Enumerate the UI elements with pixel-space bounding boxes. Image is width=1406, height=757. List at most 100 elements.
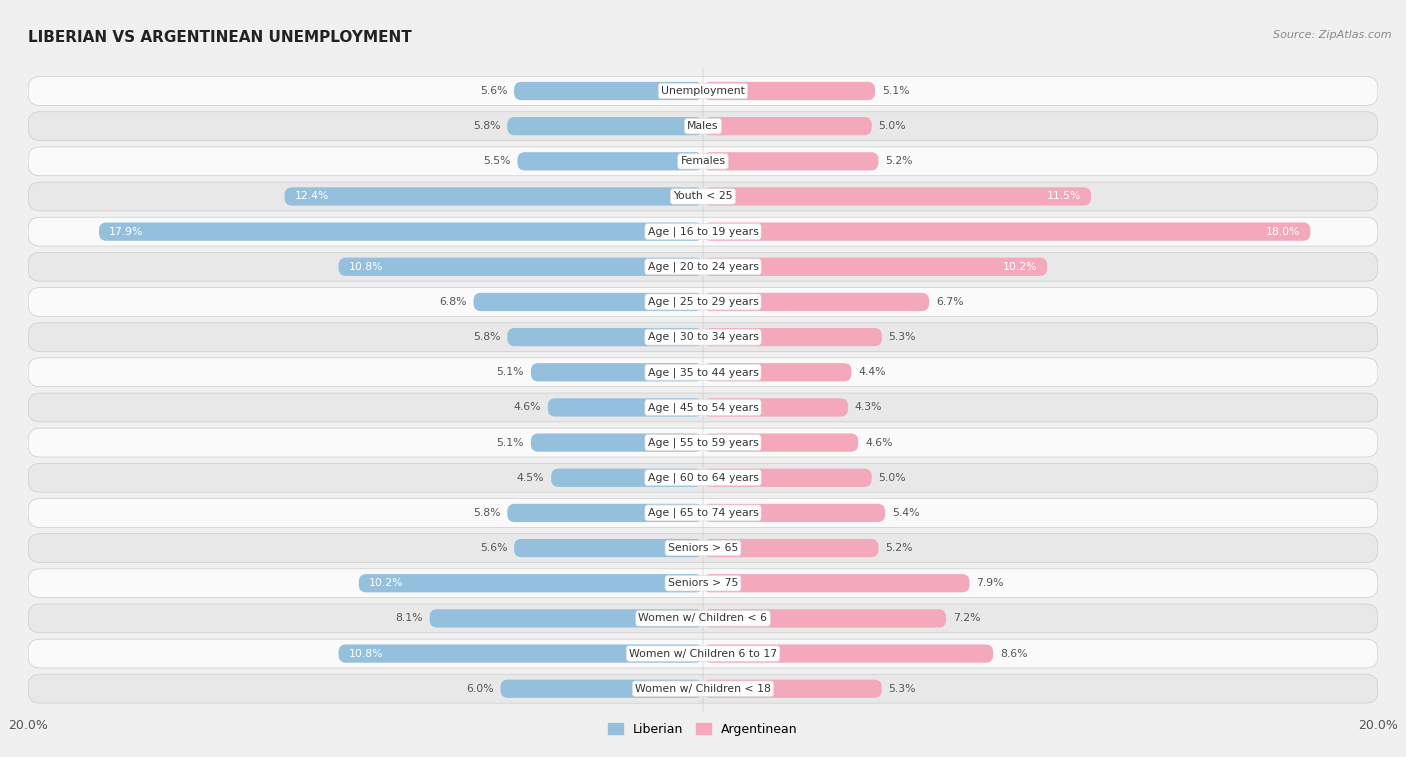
FancyBboxPatch shape: [703, 257, 1047, 276]
Text: 10.8%: 10.8%: [349, 649, 384, 659]
Text: Age | 55 to 59 years: Age | 55 to 59 years: [648, 438, 758, 448]
FancyBboxPatch shape: [28, 358, 1378, 387]
FancyBboxPatch shape: [28, 182, 1378, 211]
FancyBboxPatch shape: [703, 223, 1310, 241]
FancyBboxPatch shape: [703, 152, 879, 170]
FancyBboxPatch shape: [703, 82, 875, 100]
Text: 5.8%: 5.8%: [472, 508, 501, 518]
Text: 5.1%: 5.1%: [882, 86, 910, 96]
Text: LIBERIAN VS ARGENTINEAN UNEMPLOYMENT: LIBERIAN VS ARGENTINEAN UNEMPLOYMENT: [28, 30, 412, 45]
FancyBboxPatch shape: [703, 469, 872, 487]
Text: 6.0%: 6.0%: [467, 684, 494, 693]
FancyBboxPatch shape: [703, 503, 886, 522]
Text: 8.6%: 8.6%: [1000, 649, 1028, 659]
Text: 5.4%: 5.4%: [891, 508, 920, 518]
Text: 4.4%: 4.4%: [858, 367, 886, 377]
FancyBboxPatch shape: [703, 644, 993, 662]
FancyBboxPatch shape: [28, 393, 1378, 422]
Text: 4.3%: 4.3%: [855, 403, 883, 413]
FancyBboxPatch shape: [548, 398, 703, 416]
FancyBboxPatch shape: [28, 604, 1378, 633]
FancyBboxPatch shape: [339, 644, 703, 662]
Text: 4.6%: 4.6%: [865, 438, 893, 447]
Text: Women w/ Children < 6: Women w/ Children < 6: [638, 613, 768, 624]
FancyBboxPatch shape: [501, 680, 703, 698]
FancyBboxPatch shape: [28, 534, 1378, 562]
Text: Females: Females: [681, 156, 725, 167]
Text: 5.1%: 5.1%: [496, 367, 524, 377]
Text: Age | 16 to 19 years: Age | 16 to 19 years: [648, 226, 758, 237]
FancyBboxPatch shape: [28, 463, 1378, 492]
Text: 6.7%: 6.7%: [936, 297, 963, 307]
Legend: Liberian, Argentinean: Liberian, Argentinean: [603, 718, 803, 740]
Text: Males: Males: [688, 121, 718, 131]
Text: Women w/ Children < 18: Women w/ Children < 18: [636, 684, 770, 693]
FancyBboxPatch shape: [28, 674, 1378, 703]
FancyBboxPatch shape: [703, 574, 970, 593]
FancyBboxPatch shape: [28, 428, 1378, 457]
Text: 5.1%: 5.1%: [496, 438, 524, 447]
FancyBboxPatch shape: [339, 257, 703, 276]
FancyBboxPatch shape: [28, 252, 1378, 281]
Text: 5.0%: 5.0%: [879, 121, 905, 131]
Text: 7.2%: 7.2%: [953, 613, 980, 624]
FancyBboxPatch shape: [28, 288, 1378, 316]
Text: 10.2%: 10.2%: [368, 578, 404, 588]
Text: Unemployment: Unemployment: [661, 86, 745, 96]
FancyBboxPatch shape: [508, 503, 703, 522]
Text: 17.9%: 17.9%: [110, 226, 143, 237]
Text: 8.1%: 8.1%: [395, 613, 423, 624]
Text: 5.8%: 5.8%: [472, 332, 501, 342]
FancyBboxPatch shape: [28, 112, 1378, 141]
Text: Youth < 25: Youth < 25: [673, 192, 733, 201]
FancyBboxPatch shape: [703, 434, 858, 452]
Text: 18.0%: 18.0%: [1265, 226, 1301, 237]
Text: 7.9%: 7.9%: [976, 578, 1004, 588]
Text: 10.2%: 10.2%: [1002, 262, 1038, 272]
FancyBboxPatch shape: [359, 574, 703, 593]
Text: 4.5%: 4.5%: [517, 473, 544, 483]
FancyBboxPatch shape: [28, 147, 1378, 176]
FancyBboxPatch shape: [98, 223, 703, 241]
Text: Seniors > 65: Seniors > 65: [668, 543, 738, 553]
FancyBboxPatch shape: [430, 609, 703, 628]
Text: 11.5%: 11.5%: [1046, 192, 1081, 201]
Text: 5.2%: 5.2%: [886, 156, 912, 167]
Text: 5.6%: 5.6%: [479, 543, 508, 553]
Text: Age | 35 to 44 years: Age | 35 to 44 years: [648, 367, 758, 378]
Text: 5.0%: 5.0%: [879, 473, 905, 483]
Text: 12.4%: 12.4%: [295, 192, 329, 201]
FancyBboxPatch shape: [703, 609, 946, 628]
FancyBboxPatch shape: [515, 539, 703, 557]
Text: 4.6%: 4.6%: [513, 403, 541, 413]
Text: Age | 45 to 54 years: Age | 45 to 54 years: [648, 402, 758, 413]
FancyBboxPatch shape: [531, 363, 703, 382]
Text: Seniors > 75: Seniors > 75: [668, 578, 738, 588]
FancyBboxPatch shape: [703, 293, 929, 311]
Text: 5.5%: 5.5%: [484, 156, 510, 167]
Text: 5.6%: 5.6%: [479, 86, 508, 96]
FancyBboxPatch shape: [703, 187, 1091, 206]
Text: 6.8%: 6.8%: [439, 297, 467, 307]
Text: 5.3%: 5.3%: [889, 684, 917, 693]
Text: Age | 25 to 29 years: Age | 25 to 29 years: [648, 297, 758, 307]
Text: 5.2%: 5.2%: [886, 543, 912, 553]
FancyBboxPatch shape: [531, 434, 703, 452]
Text: Source: ZipAtlas.com: Source: ZipAtlas.com: [1274, 30, 1392, 40]
FancyBboxPatch shape: [703, 117, 872, 136]
FancyBboxPatch shape: [515, 82, 703, 100]
FancyBboxPatch shape: [28, 639, 1378, 668]
FancyBboxPatch shape: [703, 398, 848, 416]
Text: Age | 60 to 64 years: Age | 60 to 64 years: [648, 472, 758, 483]
Text: Age | 30 to 34 years: Age | 30 to 34 years: [648, 332, 758, 342]
Text: 10.8%: 10.8%: [349, 262, 384, 272]
FancyBboxPatch shape: [703, 680, 882, 698]
FancyBboxPatch shape: [703, 363, 852, 382]
Text: Age | 20 to 24 years: Age | 20 to 24 years: [648, 261, 758, 272]
Text: 5.3%: 5.3%: [889, 332, 917, 342]
FancyBboxPatch shape: [703, 328, 882, 346]
Text: Age | 65 to 74 years: Age | 65 to 74 years: [648, 508, 758, 519]
FancyBboxPatch shape: [551, 469, 703, 487]
Text: Women w/ Children 6 to 17: Women w/ Children 6 to 17: [628, 649, 778, 659]
FancyBboxPatch shape: [28, 76, 1378, 105]
